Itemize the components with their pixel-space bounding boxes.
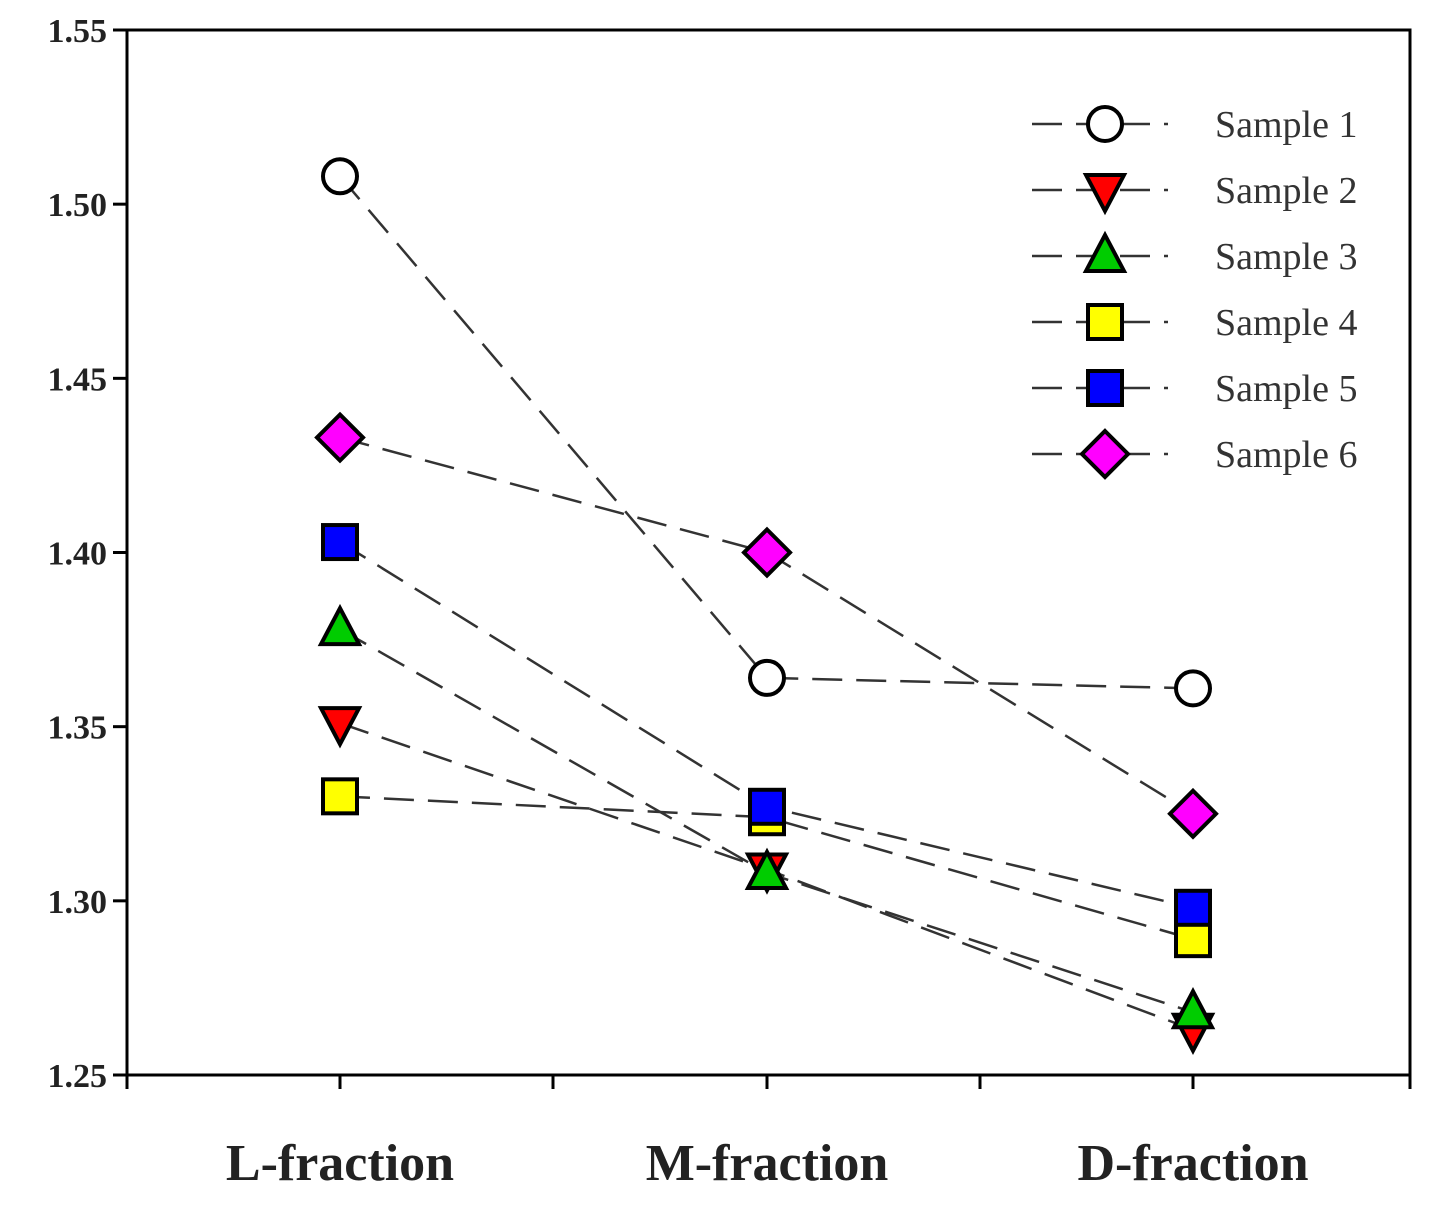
y-tick-label: 1.45 [48, 361, 108, 398]
sample-1-point [748, 658, 786, 697]
legend-item-sample-4: Sample 4 [1032, 302, 1357, 344]
legend-marker-sample-2 [1082, 173, 1128, 216]
series-lines [339, 175, 1194, 1031]
plot-area: 1.25 1.30 1.35 1.40 1.45 1.50 1.55 L-fraction M… [48, 13, 1412, 1192]
legend-item-sample-3: Sample 3 [1032, 230, 1357, 278]
x-axis: L-fraction M-fraction D-fraction [125, 1075, 1412, 1192]
sample-3-point [744, 847, 790, 890]
sample-3-point [1170, 987, 1216, 1030]
y-tick-label: 1.40 [48, 536, 108, 573]
sample-6-point [314, 411, 366, 464]
legend-label: Sample 3 [1215, 236, 1357, 278]
legend-item-sample-1: Sample 1 [1032, 104, 1357, 146]
legend-label: Sample 2 [1215, 170, 1357, 212]
sample-5-point [748, 787, 786, 826]
y-tick-label: 1.50 [48, 187, 108, 224]
legend-label: Sample 4 [1215, 302, 1357, 344]
x-tick-label: L-fraction [226, 1135, 454, 1192]
legend-label: Sample 6 [1215, 434, 1357, 476]
sample-5-point [321, 523, 359, 562]
legend-marker-sample-3 [1082, 230, 1128, 273]
y-tick-label: 1.35 [48, 710, 108, 747]
sample-1-point [321, 157, 359, 196]
sample-1-point [1174, 669, 1212, 708]
sample-4-point [321, 777, 359, 816]
sample-6-point [741, 526, 793, 579]
legend-item-sample-6: Sample 6 [1032, 428, 1357, 480]
legend-marker-sample-6 [1079, 428, 1131, 480]
legend-item-sample-5: Sample 5 [1032, 368, 1357, 410]
legend: Sample 1 Sample 2 Sample 3 Sample 4 Sample 5… [1032, 104, 1357, 480]
sample-1-line [339, 175, 1194, 690]
series-markers [314, 157, 1219, 1056]
sample-2-point [317, 706, 363, 749]
x-tick-label: M-fraction [646, 1135, 889, 1192]
y-axis: 1.25 1.30 1.35 1.40 1.45 1.50 1.55 [48, 13, 127, 1095]
sample-6-point [1167, 787, 1219, 840]
legend-label: Sample 1 [1215, 104, 1357, 146]
x-tick-label: D-fraction [1077, 1135, 1308, 1192]
sample-6-line [339, 436, 1194, 815]
sample-4-point [1174, 920, 1212, 959]
y-tick-label: 1.55 [48, 13, 108, 50]
sample-3-point [317, 603, 363, 647]
y-tick-label: 1.25 [48, 1058, 108, 1095]
sample-5-point [1174, 888, 1212, 927]
legend-marker-sample-4 [1086, 303, 1124, 341]
y-tick-label: 1.30 [48, 884, 108, 921]
legend-item-sample-2: Sample 2 [1032, 170, 1357, 216]
legend-marker-sample-1 [1086, 105, 1124, 143]
legend-marker-sample-5 [1086, 369, 1124, 407]
legend-label: Sample 5 [1215, 368, 1357, 410]
sample-4-line [339, 795, 1194, 941]
